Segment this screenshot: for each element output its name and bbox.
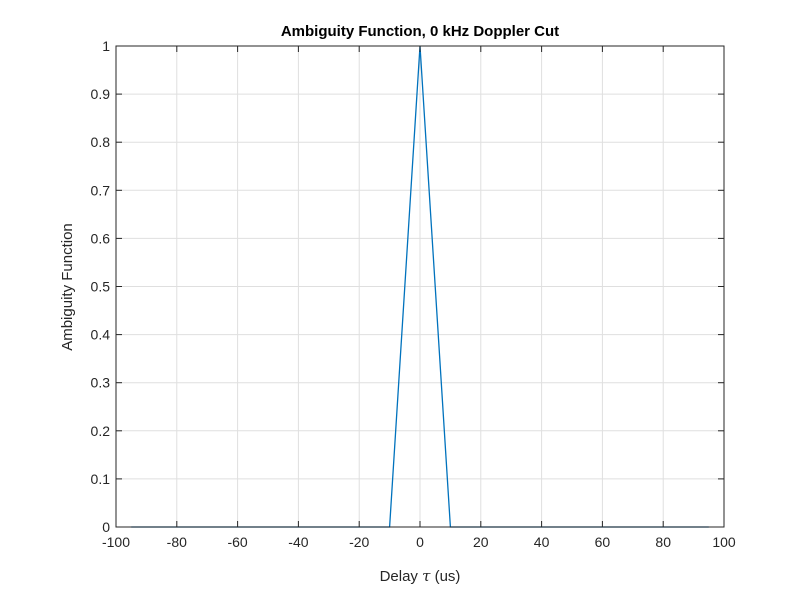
x-tick-label: 60 <box>595 534 611 550</box>
x-axis-title-symbol: τ <box>422 567 431 585</box>
x-tick-label: -40 <box>288 534 308 550</box>
x-tick-label: -100 <box>102 534 130 550</box>
x-tick-label: 0 <box>416 534 424 550</box>
x-tick-labels: -100 -80 -60 -40 -20 0 20 40 60 80 100 <box>102 534 736 550</box>
y-tick-label: 0.1 <box>91 471 111 487</box>
y-tick-label: 0 <box>102 519 110 535</box>
x-tick-label: -60 <box>227 534 247 550</box>
x-tick-label: 40 <box>534 534 550 550</box>
x-axis-title-suffix: (us) <box>430 568 460 585</box>
y-axis-title: Ambiguity Function <box>59 223 76 351</box>
chart-title: Ambiguity Function, 0 kHz Doppler Cut <box>281 23 559 40</box>
y-tick-label: 0.9 <box>91 86 111 102</box>
y-tick-label: 0.3 <box>91 375 111 391</box>
x-tick-label: -20 <box>349 534 369 550</box>
x-tick-label: -80 <box>167 534 187 550</box>
x-axis-title: Delay τ (us) <box>380 567 461 585</box>
y-tick-label: 0.6 <box>91 230 111 246</box>
y-tick-label: 0.7 <box>91 182 111 198</box>
y-tick-labels: 0 0.1 0.2 0.3 0.4 0.5 0.6 0.7 0.8 0.9 1 <box>91 38 111 535</box>
y-tick-label: 0.8 <box>91 134 111 150</box>
y-tick-label: 1 <box>102 38 110 54</box>
x-axis-title-prefix: Delay <box>380 568 423 585</box>
y-tick-label: 0.2 <box>91 423 111 439</box>
x-tick-label: 20 <box>473 534 489 550</box>
y-tick-label: 0.4 <box>91 327 111 343</box>
x-tick-label: 80 <box>655 534 671 550</box>
ticks <box>115 45 725 528</box>
y-tick-label: 0.5 <box>91 279 111 295</box>
x-tick-label: 100 <box>712 534 736 550</box>
